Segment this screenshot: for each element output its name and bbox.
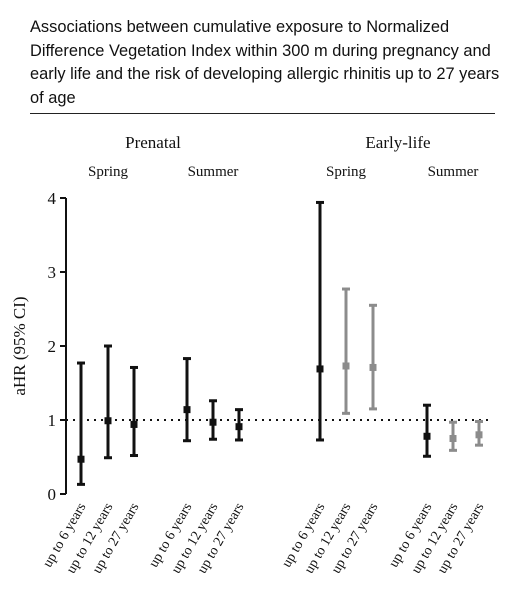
chart-title: Associations between cumulative exposure… — [30, 18, 500, 107]
season-label: Spring — [326, 164, 367, 180]
point-estimate — [316, 365, 324, 373]
point-estimate — [423, 432, 431, 440]
point-estimate — [183, 406, 191, 414]
point-estimate — [449, 435, 457, 442]
point-estimate — [209, 418, 217, 426]
point-estimate — [475, 431, 483, 439]
y-tick-label: 2 — [48, 337, 57, 356]
point-estimate — [369, 363, 377, 371]
y-tick-label: 3 — [48, 263, 57, 282]
point-estimate — [130, 420, 138, 428]
y-tick-label: 0 — [48, 485, 57, 504]
y-tick-label: 4 — [48, 189, 57, 208]
period-label: Prenatal — [125, 133, 181, 152]
title-divider — [30, 113, 495, 114]
season-label: Summer — [428, 164, 479, 180]
season-label: Spring — [88, 164, 129, 180]
season-label: Summer — [188, 164, 239, 180]
point-estimate — [342, 362, 350, 370]
point-estimate — [104, 417, 112, 425]
period-label: Early-life — [365, 133, 430, 152]
point-estimate — [235, 423, 243, 431]
y-axis-label: aHR (95% CI) — [10, 296, 29, 395]
point-estimate — [77, 455, 85, 463]
y-tick-label: 1 — [48, 411, 57, 430]
